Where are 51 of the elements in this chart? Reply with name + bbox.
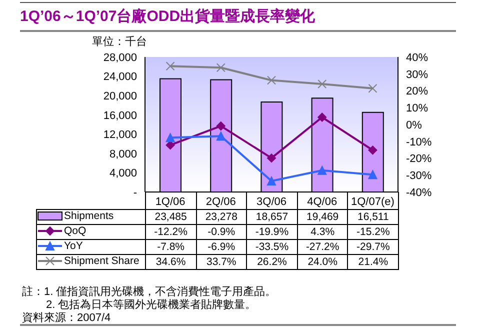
legend-label: QoQ: [64, 224, 86, 236]
data-label: 23,485: [146, 209, 196, 224]
data-label: -12.2%: [146, 224, 196, 239]
y-tick-label: -: [133, 186, 138, 199]
data-label: 18,657: [246, 209, 298, 224]
source-note: 資料來源：2007/4: [22, 312, 112, 325]
y-tick-label: 12,000: [103, 129, 137, 142]
data-label: 21.4%: [348, 254, 398, 269]
y2-tick-label: -40%: [406, 186, 432, 199]
data-label: -33.5%: [246, 239, 298, 254]
data-label: 24.0%: [297, 254, 348, 269]
y-tick-label: 20,000: [103, 90, 137, 102]
y-tick-label: 28,000: [103, 52, 137, 64]
data-label: 34.6%: [146, 254, 196, 269]
y2-tick-label: 0%: [406, 119, 422, 132]
data-label: 26.2%: [246, 254, 298, 269]
legend-label: YoY: [64, 240, 83, 252]
data-label: -7.8%: [146, 239, 196, 254]
legend-label: Shipments: [64, 210, 114, 222]
data-label: 33.7%: [196, 254, 247, 269]
data-label: 19,469: [297, 209, 348, 224]
x-tick-label: 1Q/06: [155, 196, 186, 208]
x-tick-label: 1Q/07(e): [350, 196, 394, 208]
y2-tick-label: 30%: [406, 68, 428, 81]
y-tick-label: 4,000: [109, 168, 137, 180]
x-tick-label: 2Q/06: [206, 196, 236, 208]
x-tick-label: 4Q/06: [307, 196, 338, 208]
x-tick-label: 3Q/06: [256, 196, 286, 208]
data-label: -27.2%: [297, 239, 348, 254]
data-label: -29.7%: [348, 239, 398, 254]
y-tick-label: 24,000: [103, 71, 137, 84]
y-tick-label: 8,000: [109, 148, 137, 160]
text: 註：1. 僅指資訊用光碟機，不含消費性電子用產品。: [22, 286, 276, 299]
data-label: 4.3%: [297, 224, 348, 239]
y2-tick-label: -20%: [406, 153, 432, 166]
y2-tick-label: 40%: [406, 52, 428, 64]
text: 2. 包括為日本等國外光碟機業者貼牌數量。: [45, 299, 258, 312]
data-label: -0.9%: [196, 224, 247, 239]
y-axis-title: 單位：千台: [92, 35, 147, 49]
y2-tick-label: 20%: [406, 86, 428, 98]
data-label: -15.2%: [348, 224, 398, 239]
data-label: -19.9%: [246, 224, 298, 239]
y-tick-label: 16,000: [103, 110, 137, 122]
y2-tick-label: 10%: [406, 102, 428, 115]
data-label: -6.9%: [196, 239, 247, 254]
legend-label: Shipment Share: [64, 254, 140, 266]
data-label: 16,511: [348, 209, 398, 224]
y2-tick-label: -10%: [406, 136, 432, 148]
y2-tick-label: -30%: [406, 170, 432, 182]
chart-title: 1Q’06～1Q’07台廠ODD出貨量暨成長率變化: [20, 3, 456, 30]
data-label: 23,278: [196, 209, 247, 224]
